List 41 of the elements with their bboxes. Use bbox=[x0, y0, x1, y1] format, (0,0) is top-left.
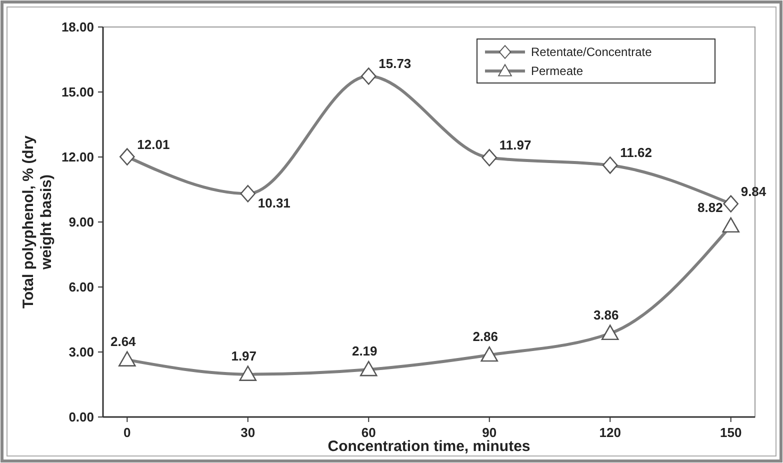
y-tick-label: 15.00 bbox=[61, 84, 94, 100]
x-tick-label: 120 bbox=[599, 425, 621, 440]
x-tick-label: 90 bbox=[482, 425, 497, 440]
point bbox=[118, 351, 136, 366]
point bbox=[120, 148, 135, 166]
point bbox=[480, 346, 498, 362]
data-label: 1.97 bbox=[231, 348, 257, 364]
data-label: 8.82 bbox=[698, 200, 723, 215]
y-tick-label: 6.00 bbox=[68, 280, 94, 295]
legend-label: Permeate bbox=[531, 64, 584, 78]
point bbox=[360, 68, 376, 85]
data-label: 2.19 bbox=[352, 344, 378, 359]
data-label: 11.97 bbox=[499, 138, 532, 153]
data-label: 9.84 bbox=[740, 184, 767, 199]
data-label: 15.73 bbox=[378, 56, 412, 72]
x-tick-label: 30 bbox=[240, 425, 256, 440]
data-label: 12.01 bbox=[137, 136, 170, 152]
data-label: 11.62 bbox=[620, 145, 652, 160]
point bbox=[602, 156, 618, 174]
x-tick-label: 60 bbox=[361, 425, 376, 440]
x-tick-label: 0 bbox=[124, 425, 131, 440]
point bbox=[239, 366, 257, 381]
y-tick-label: 3.00 bbox=[68, 344, 94, 360]
data-label: 2.86 bbox=[472, 329, 498, 344]
y-axis-title: Total polyphenol, % (dry weight basis) bbox=[20, 134, 56, 311]
y-tick-label: 12.00 bbox=[61, 150, 94, 165]
legend-label: Retentate/Concentrate bbox=[531, 45, 652, 60]
point bbox=[723, 195, 738, 212]
y-tick-label: 9.00 bbox=[68, 214, 94, 230]
point bbox=[360, 360, 378, 376]
point bbox=[722, 217, 740, 233]
x-axis-title: Concentration time, minutes bbox=[328, 438, 530, 455]
data-label: 10.31 bbox=[258, 196, 290, 211]
x-tick-label: 150 bbox=[720, 425, 742, 440]
point bbox=[601, 324, 619, 340]
point bbox=[240, 184, 256, 202]
point bbox=[482, 149, 498, 166]
y-tick-label: 0.00 bbox=[68, 410, 94, 425]
data-label: 2.64 bbox=[110, 334, 137, 349]
data-label: 3.86 bbox=[593, 307, 619, 322]
y-tick-label: 18.00 bbox=[61, 20, 94, 35]
